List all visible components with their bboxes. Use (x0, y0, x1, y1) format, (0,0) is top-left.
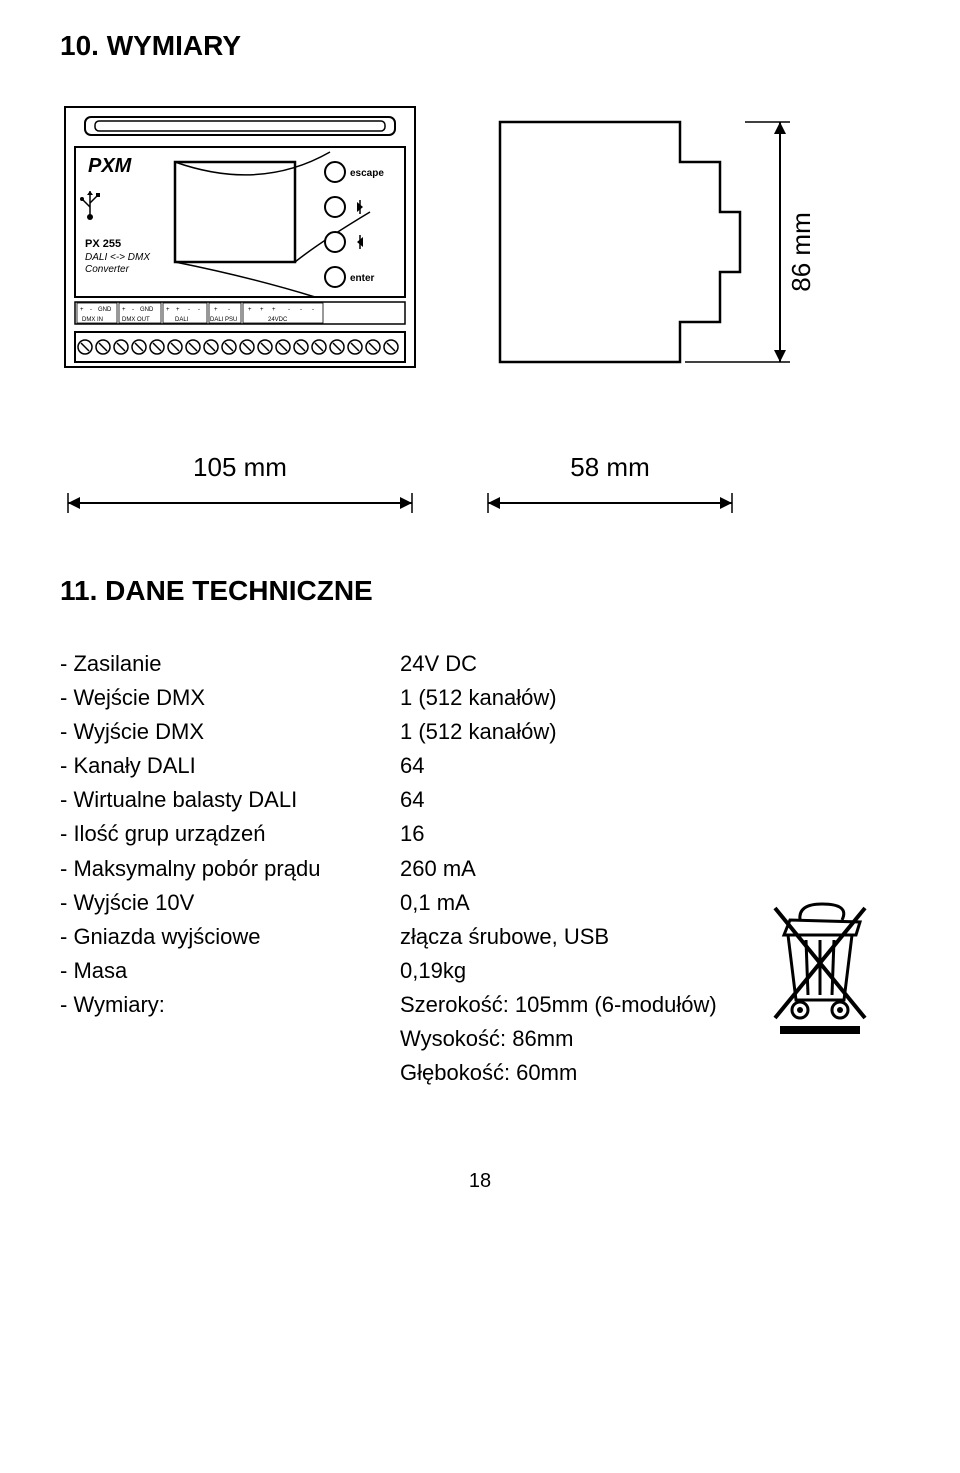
spec-key: - Kanały DALI (60, 749, 400, 783)
spec-section-title: 11. DANE TECHNICZNE (60, 575, 900, 607)
width-dim-label: 105 mm (193, 452, 287, 483)
svg-text:-: - (228, 307, 230, 313)
subtitle1-label: DALI <-> DMX (85, 252, 150, 263)
svg-text:+: + (260, 307, 264, 313)
svg-text:+: + (80, 307, 84, 313)
svg-text:-: - (288, 307, 290, 313)
spec-value: 0,1 mA (400, 886, 470, 920)
spec-row: - Ilość grup urządzeń16 (60, 817, 900, 851)
svg-text:-: - (188, 307, 190, 313)
svg-text:24VDC: 24VDC (268, 317, 288, 323)
spec-key: - Wymiary: (60, 988, 400, 1022)
spec-row: - Maksymalny pobór prądu260 mA (60, 852, 900, 886)
escape-label: escape (350, 168, 384, 179)
subtitle2-label: Converter (85, 264, 130, 275)
spec-row: - Kanały DALI64 (60, 749, 900, 783)
depth-arrow (480, 491, 740, 515)
spec-value: złącza śrubowe, USB (400, 920, 609, 954)
spec-key: - Ilość grup urządzeń (60, 817, 400, 851)
spec-key: - Masa (60, 954, 400, 988)
height-dim-label: 86 mm (786, 212, 816, 291)
svg-text:+: + (248, 307, 252, 313)
svg-text:DALI: DALI (175, 317, 189, 323)
spec-key: - Maksymalny pobór prądu (60, 852, 400, 886)
svg-text:+: + (176, 307, 180, 313)
device-profile-diagram: 86 mm (480, 102, 840, 422)
svg-text:-: - (312, 307, 314, 313)
spec-value: 1 (512 kanałów) (400, 681, 557, 715)
spec-key: - Wyjście DMX (60, 715, 400, 749)
depth-dim-label: 58 mm (570, 452, 649, 483)
spec-value: 64 (400, 783, 424, 817)
spec-value: 0,19kg (400, 954, 466, 988)
svg-text:GND: GND (98, 307, 112, 313)
spec-row: - Wejście DMX1 (512 kanałów) (60, 681, 900, 715)
svg-text:+: + (272, 307, 276, 313)
spec-extra-line: Głębokość: 60mm (400, 1056, 900, 1090)
spec-key: - Wejście DMX (60, 681, 400, 715)
brand-label: PXM (88, 155, 133, 177)
spec-row: - Zasilanie24V DC (60, 647, 900, 681)
spec-value: 64 (400, 749, 424, 783)
spec-value: 260 mA (400, 852, 476, 886)
svg-text:-: - (90, 307, 92, 313)
model-label: PX 255 (85, 238, 121, 250)
svg-text:DMX IN: DMX IN (82, 317, 103, 323)
svg-text:-: - (132, 307, 134, 313)
spec-value: 1 (512 kanałów) (400, 715, 557, 749)
spec-key: - Gniazda wyjściowe (60, 920, 400, 954)
spec-value: 24V DC (400, 647, 477, 681)
spec-key: - Zasilanie (60, 647, 400, 681)
spec-row: - Wyjście DMX1 (512 kanałów) (60, 715, 900, 749)
svg-text:+: + (214, 307, 218, 313)
page-number: 18 (60, 1170, 900, 1193)
svg-text:-: - (300, 307, 302, 313)
spec-value: Szerokość: 105mm (6-modułów) (400, 988, 717, 1022)
svg-text:DMX OUT: DMX OUT (122, 317, 150, 323)
spec-value: 16 (400, 817, 424, 851)
svg-text:DALI PSU: DALI PSU (210, 317, 237, 323)
svg-text:+: + (122, 307, 126, 313)
svg-text:-: - (198, 307, 200, 313)
svg-text:+: + (166, 307, 170, 313)
bottom-dimensions: 105 mm 58 mm (60, 452, 900, 515)
svg-text:GND: GND (140, 307, 154, 313)
spec-row: - Wirtualne balasty DALI64 (60, 783, 900, 817)
weee-icon (760, 890, 880, 1040)
width-arrow (60, 491, 420, 515)
spec-key: - Wyjście 10V (60, 886, 400, 920)
spec-key: - Wirtualne balasty DALI (60, 783, 400, 817)
device-front-diagram: PXM PX 255 DALI <-> DMX Converter escape (60, 102, 420, 422)
enter-label: enter (350, 273, 375, 284)
diagrams-row: PXM PX 255 DALI <-> DMX Converter escape (60, 102, 900, 422)
section-title: 10. WYMIARY (60, 30, 900, 62)
